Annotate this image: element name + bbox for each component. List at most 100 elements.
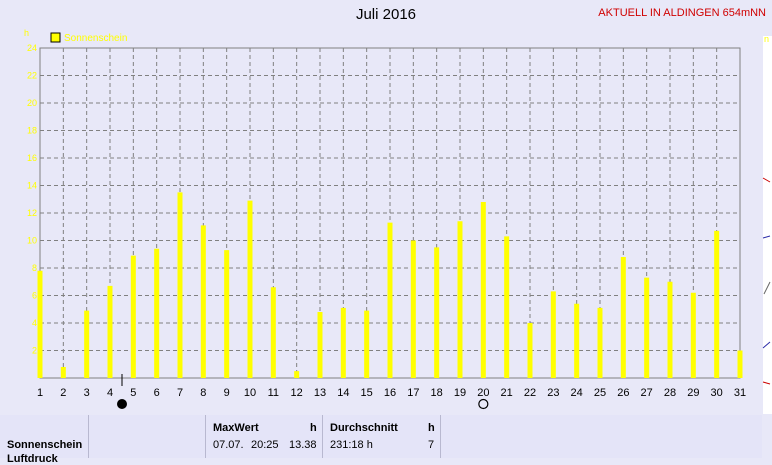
x-tick-label: 31 — [734, 387, 746, 399]
summary-label-cell: Sonnenschein Luftdruck — [0, 415, 88, 465]
x-tick-label: 16 — [384, 387, 396, 399]
x-tick-label: 30 — [711, 387, 723, 399]
x-tick-label: 11 — [268, 387, 279, 399]
bar — [550, 291, 556, 378]
svg-text:n: n — [764, 34, 769, 44]
bar — [410, 240, 416, 378]
bar — [480, 202, 486, 378]
bar — [620, 257, 626, 378]
x-tick-label: 28 — [664, 387, 676, 399]
x-tick-label: 12 — [291, 387, 303, 399]
x-tick-label: 24 — [571, 387, 583, 399]
y-tick-label: 22 — [27, 71, 37, 81]
x-tick-label: 10 — [244, 387, 256, 399]
bar — [294, 371, 300, 378]
x-tick-label: 4 — [107, 387, 113, 399]
avg-value: 231:18 h — [330, 439, 373, 451]
bar — [597, 307, 603, 378]
y-tick-label: 16 — [27, 153, 37, 163]
y-tick-label: 12 — [27, 208, 37, 218]
bar — [387, 222, 393, 378]
bar — [667, 281, 673, 378]
x-tick-label: 22 — [524, 387, 536, 399]
y-tick-label: 20 — [27, 98, 37, 108]
right-side-clipped-chart: n — [762, 34, 772, 414]
x-tick-label: 9 — [224, 387, 230, 399]
avg-header: Durchschnitt — [330, 422, 398, 434]
bar — [247, 200, 253, 378]
legend-swatch — [50, 32, 61, 43]
avg-cell: Durchschnitt h 231:18 h 7 — [322, 415, 440, 458]
bar — [130, 255, 136, 378]
y-tick-label: 8 — [32, 263, 37, 273]
bar — [60, 367, 66, 378]
new-moon-icon — [478, 398, 489, 410]
y-unit-label: h — [24, 28, 29, 38]
full-moon-icon — [117, 399, 127, 409]
y-tick-label: 2 — [32, 346, 37, 356]
x-tick-label: 6 — [154, 387, 160, 399]
y-tick-label: 18 — [27, 126, 37, 136]
x-tick-label: 27 — [641, 387, 653, 399]
avg-unit: h — [428, 422, 435, 434]
bar — [317, 312, 323, 378]
bar — [154, 248, 160, 378]
x-tick-label: 2 — [60, 387, 66, 399]
x-tick-label: 8 — [200, 387, 206, 399]
bar — [340, 307, 346, 378]
max-value: 13.38 — [289, 439, 317, 451]
bar — [37, 270, 43, 378]
x-tick-label: 14 — [337, 387, 349, 399]
x-tick-label: 20 — [477, 387, 489, 399]
page-title: Juli 2016 — [355, 6, 417, 23]
y-tick-label: 24 — [27, 43, 37, 53]
bars — [37, 192, 743, 378]
bar — [224, 250, 230, 378]
y-tick-label: 4 — [32, 318, 37, 328]
bar — [574, 303, 580, 378]
x-tick-label: 7 — [177, 387, 183, 399]
bar — [690, 292, 696, 378]
bar — [457, 221, 463, 378]
bar — [107, 285, 113, 378]
x-axis-ticks: 1 2 3 4 5 6 7 8 9 10 11 12 13 14 15 16 17 18 19 20 21 22 23 24 2… — [37, 374, 746, 410]
avg-count: 7 — [428, 439, 435, 451]
summary-empty-cell-right — [440, 415, 762, 458]
bar — [737, 350, 743, 378]
bar — [644, 277, 650, 378]
bar — [527, 323, 533, 378]
y-tick-label: 10 — [27, 236, 37, 246]
x-tick-label: 18 — [431, 387, 443, 399]
bar — [434, 247, 440, 378]
x-tick-label: 26 — [617, 387, 629, 399]
bar — [364, 310, 370, 378]
x-tick-label: 3 — [84, 387, 90, 399]
x-tick-label: 29 — [687, 387, 699, 399]
max-header: MaxWert — [213, 422, 259, 434]
location-label: AKTUELL IN ALDINGEN 654mNN — [598, 7, 766, 19]
max-time: 20:25 — [251, 439, 279, 451]
x-tick-label: 19 — [454, 387, 466, 399]
max-cell: MaxWert h 07.07. 20:25 13.38 — [205, 415, 322, 458]
bar — [270, 287, 276, 378]
x-tick-label: 5 — [130, 387, 136, 399]
bar — [177, 192, 183, 378]
x-tick-label: 21 — [501, 387, 513, 399]
bar — [84, 310, 90, 378]
y-tick-label: 6 — [32, 291, 37, 301]
bar — [714, 230, 720, 378]
x-tick-label: 1 — [37, 387, 43, 399]
x-tick-label: 17 — [407, 387, 419, 399]
summary-empty-cell — [88, 415, 205, 458]
row-label: Sonnenschein — [7, 439, 83, 451]
y-tick-label: 14 — [27, 181, 37, 191]
max-date: 07.07. — [213, 439, 244, 451]
bar — [504, 236, 510, 378]
x-tick-label: 15 — [361, 387, 373, 399]
legend-label: Sonnenschein — [64, 33, 127, 44]
x-tick-label: 23 — [547, 387, 559, 399]
x-tick-label: 13 — [314, 387, 326, 399]
summary-table: Sonnenschein Luftdruck MaxWert h 07.07. … — [0, 414, 772, 465]
